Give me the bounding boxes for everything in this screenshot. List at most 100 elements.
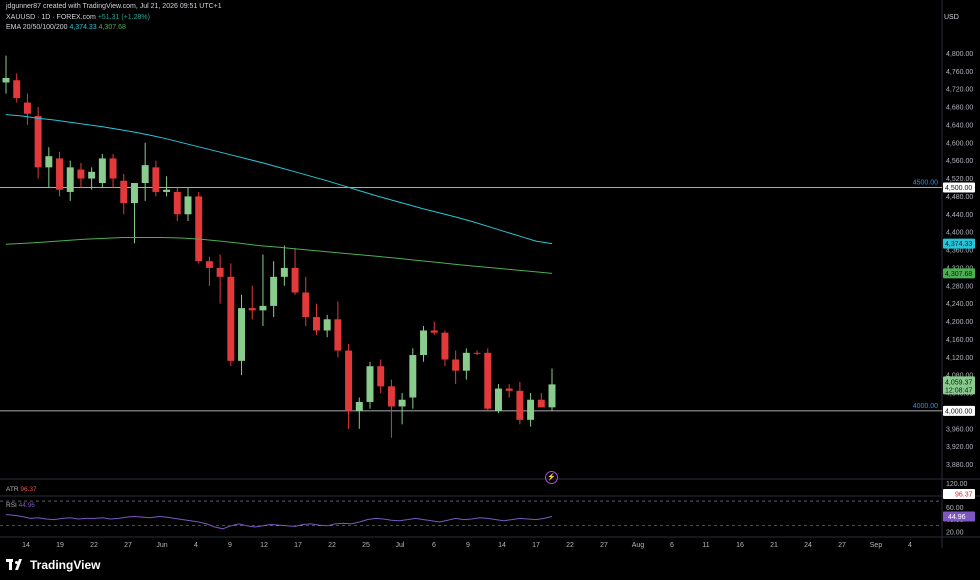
symbol-name: XAUUSD · 1D · FOREX.com <box>6 14 96 21</box>
candle-body <box>259 305 267 311</box>
author-line: jdgunner87 created with TradingView.com,… <box>6 3 222 10</box>
ema-label: EMA 20/50/100/200 <box>6 24 68 31</box>
ema-b-price-tag <box>943 268 975 279</box>
time-tick-label: Jun <box>156 542 167 549</box>
candle-body <box>34 115 42 168</box>
level-price-tag-text: 4,000.00 <box>945 408 972 415</box>
level-price-tag <box>943 182 975 193</box>
candle-body <box>77 169 85 179</box>
brand-name: TradingView <box>30 558 101 572</box>
symbol-line: XAUUSD · 1D · FOREX.com +51.31 (+1.28%) <box>6 14 150 21</box>
price-tick-label: 4,240.00 <box>946 301 973 308</box>
candle-body <box>23 102 31 114</box>
price-tick-label: 4,760.00 <box>946 69 973 76</box>
price-tick-label: 3,880.00 <box>946 462 973 469</box>
time-tick-label: 24 <box>804 542 812 549</box>
candle-body <box>548 384 556 408</box>
candle-body <box>334 319 342 351</box>
candle-body <box>66 167 74 192</box>
candle-body <box>56 158 64 190</box>
countdown-text: 12:08:47 <box>945 387 972 394</box>
candle-body <box>2 77 10 83</box>
ema-a-price-tag <box>943 238 975 249</box>
time-tick-label: Jul <box>396 542 405 549</box>
candle-body <box>195 196 203 262</box>
candle-body <box>355 401 363 411</box>
atr-tick-label: 120.00 <box>946 481 968 488</box>
time-tick-label: 9 <box>466 542 470 549</box>
lightning-icon[interactable]: ⚡ <box>545 471 558 484</box>
candle-body <box>473 352 481 354</box>
candle-body <box>227 276 235 361</box>
time-tick-label: 17 <box>294 542 302 549</box>
rsi-line <box>5 514 553 530</box>
time-tick-label: 4 <box>908 542 912 549</box>
time-tick-label: 14 <box>498 542 506 549</box>
candle-body <box>398 399 406 407</box>
time-tick-label: 12 <box>260 542 268 549</box>
time-tick-label: Aug <box>632 542 645 549</box>
price-tick-label: 4,680.00 <box>946 105 973 112</box>
candle-body <box>280 267 288 277</box>
tv-logo-icon <box>6 559 24 571</box>
candle-body <box>130 183 138 204</box>
time-tick-label: 9 <box>228 542 232 549</box>
price-tick-label: 4,560.00 <box>946 158 973 165</box>
candle-body <box>120 180 128 204</box>
time-tick-label: Sep <box>870 542 883 549</box>
candle-body <box>452 359 460 371</box>
daily-change: +51.31 (+1.28%) <box>97 14 150 21</box>
time-tick-label: 27 <box>124 542 132 549</box>
time-tick-label: 17 <box>532 542 540 549</box>
atr-label: ATR 96.37 <box>6 486 37 493</box>
price-tick-label: 4,160.00 <box>946 337 973 344</box>
time-tick-label: 22 <box>566 542 574 549</box>
time-tick-label: 6 <box>432 542 436 549</box>
price-tick-label: 4,280.00 <box>946 283 973 290</box>
price-tick-label: 4,120.00 <box>946 355 973 362</box>
candle-body <box>462 352 470 371</box>
price-tick-label: 3,960.00 <box>946 426 973 433</box>
time-tick-label: 27 <box>600 542 608 549</box>
candle-body <box>270 276 278 306</box>
currency-label[interactable]: USD <box>944 14 959 21</box>
price-tick-label: 4,720.00 <box>946 87 973 94</box>
candle-body <box>323 319 331 331</box>
time-tick-label: 14 <box>22 542 30 549</box>
atr-legend-value: 96.37 <box>20 486 37 493</box>
candle-body <box>527 399 535 420</box>
time-tick-label: 27 <box>838 542 846 549</box>
time-tick-label: 6 <box>670 542 674 549</box>
candle-body <box>484 352 492 409</box>
ema-b-price-tag-text: 4,307.68 <box>945 271 972 278</box>
candle-body <box>248 308 256 311</box>
rsi-label: RSI 44.96 <box>6 502 35 509</box>
candle-body <box>216 267 224 277</box>
time-tick-label: 16 <box>736 542 744 549</box>
time-tick-label: 25 <box>362 542 370 549</box>
time-tick-label: 11 <box>702 542 709 549</box>
ema-value-a: 4,374.33 <box>69 24 97 31</box>
tradingview-logo: TradingView <box>6 558 100 572</box>
candle-body <box>302 292 310 318</box>
candle-body <box>13 80 21 99</box>
ema-line-b <box>5 237 553 274</box>
candle-body <box>45 156 53 168</box>
last-price-tag <box>943 376 975 395</box>
last-price-text: 4,059.37 <box>945 379 972 386</box>
ema-value-b: 4,307.68 <box>98 24 126 31</box>
candle-body <box>409 355 417 398</box>
candle-body <box>98 158 106 183</box>
rsi-legend-value: 44.96 <box>18 502 35 509</box>
time-tick-label: 22 <box>328 542 336 549</box>
candle-body <box>205 261 213 268</box>
candle-body <box>377 366 385 387</box>
candle-body <box>163 189 171 192</box>
level-label: 4500.00 <box>913 179 938 186</box>
level-price-tag <box>943 405 975 416</box>
candle-body <box>173 191 181 215</box>
candle-body <box>141 165 149 183</box>
rsi-name: RSI <box>6 502 17 509</box>
price-tick-label: 4,520.00 <box>946 176 973 183</box>
